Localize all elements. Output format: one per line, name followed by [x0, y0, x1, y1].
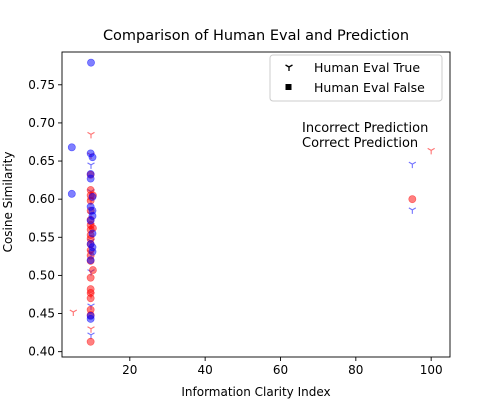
data-point-circle	[408, 195, 417, 204]
axes: 20 40 60 80 100 0.40 0.45 0.50 0.55 0.60 0.65 0.70 0…	[28, 51, 451, 377]
data-point-circle	[86, 273, 95, 282]
data-point-tri	[69, 309, 78, 317]
y-tick-label: 0.60	[28, 192, 55, 206]
data-point-circle	[86, 294, 95, 303]
data-point-circle	[86, 337, 95, 346]
data-point-circle	[86, 174, 95, 183]
data-point-circle	[88, 266, 97, 274]
legend-label-human-eval-true: Human Eval True	[314, 60, 420, 75]
y-tick-label: 0.75	[28, 78, 55, 92]
x-tick-label: 60	[273, 363, 288, 377]
data-point-tri	[87, 131, 95, 139]
y-axis-label: Cosine Similarity	[1, 152, 15, 253]
legend-marker-tri	[285, 64, 293, 71]
data-point-circle	[86, 216, 95, 225]
data-point-tri	[408, 161, 417, 169]
annotation-incorrect-prediction: Incorrect Prediction	[302, 121, 428, 136]
data-point-circle	[67, 189, 76, 198]
legend-marker-human-eval-false	[285, 84, 292, 90]
data-point-circle	[88, 229, 97, 238]
y-tick-label: 0.70	[28, 116, 55, 130]
chart-title: Comparison of Human Eval and Prediction	[103, 28, 409, 44]
annotation-correct-prediction: Correct Prediction	[302, 136, 418, 151]
x-tick-label: 40	[198, 363, 213, 377]
data-point-circle	[86, 256, 95, 265]
data-point-tri	[408, 207, 417, 214]
data-point-circle	[88, 247, 97, 256]
legend-marker-square	[285, 84, 292, 90]
data-point-circle	[67, 143, 76, 152]
x-axis-label: Information Clarity Index	[181, 385, 330, 399]
data-point-circle	[88, 192, 97, 201]
legend-label-human-eval-false: Human Eval False	[314, 80, 425, 95]
plot-area	[67, 58, 435, 346]
x-tick-label: 80	[348, 363, 363, 377]
legend: Human Eval True Human Eval False	[269, 54, 443, 102]
data-point-tri	[87, 326, 95, 333]
data-point-tri	[427, 147, 435, 155]
legend-marker-human-eval-true	[285, 64, 293, 71]
data-point-tri	[87, 162, 95, 169]
y-tick-label: 0.40	[28, 345, 55, 359]
data-point-circle	[86, 314, 95, 323]
plot-frame	[61, 51, 451, 358]
legend-box	[269, 54, 443, 102]
data-point-circle	[88, 153, 97, 162]
data-point-circle	[87, 58, 95, 67]
y-tick-label: 0.50	[28, 268, 55, 282]
y-tick-label: 0.55	[28, 230, 55, 244]
x-tick-label: 100	[420, 363, 443, 377]
y-tick-label: 0.45	[28, 307, 55, 321]
y-tick-label: 0.65	[28, 154, 55, 168]
x-tick-label: 20	[122, 363, 137, 377]
